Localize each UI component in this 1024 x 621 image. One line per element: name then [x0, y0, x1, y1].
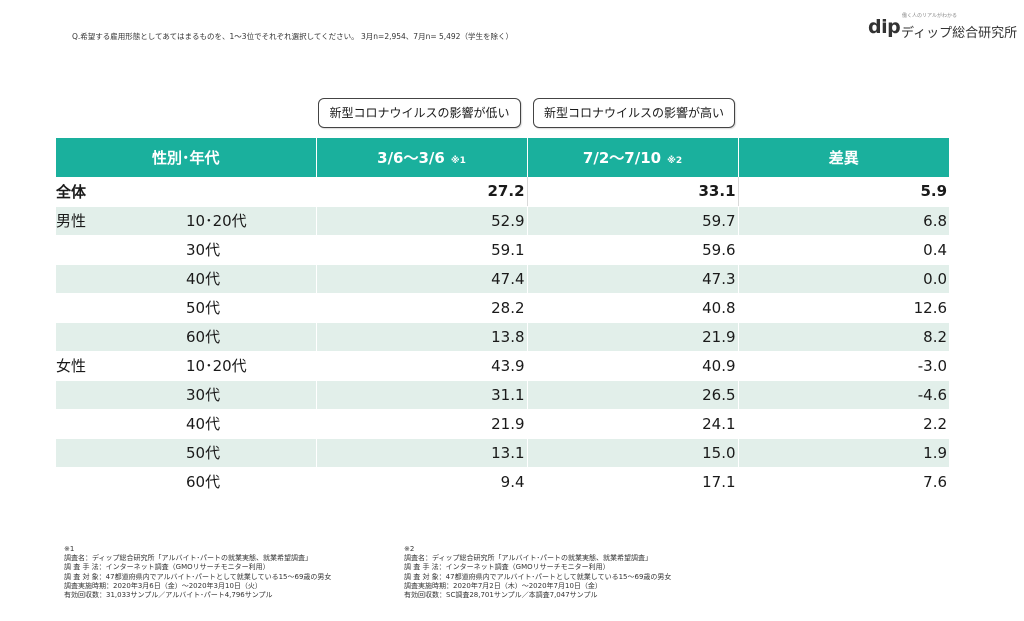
- row-diff-value: 0.4: [738, 235, 950, 265]
- table-row: 40代 47.4 47.3 0.0: [56, 264, 950, 294]
- row-march-value: 43.9: [316, 351, 528, 381]
- row-march-value: 31.1: [316, 380, 528, 410]
- footnote-line: 調 査 対 象：47都道府県内でアルバイト･パートとして就業している15〜69歳…: [404, 572, 672, 581]
- total-july: 33.1: [527, 177, 739, 207]
- table-row: 30代 31.1 26.5 -4.6: [56, 380, 950, 410]
- header-march-label: 3/6〜3/6: [377, 149, 445, 167]
- total-row: 全体 27.2 33.1 5.9: [56, 177, 950, 207]
- table-row: 女性 10･20代 43.9 40.9 -3.0: [56, 351, 950, 381]
- footnote-1: ※1 調査名：ディップ総合研究所「アルバイト･パートの就業実態、就業希望調査」 …: [64, 545, 331, 600]
- logo-tagline: 働く人のリアルがわかる: [902, 13, 957, 19]
- row-march-value: 52.9: [316, 206, 528, 236]
- table-row: 50代 28.2 40.8 12.6: [56, 293, 950, 323]
- header-july-note: ※2: [667, 156, 683, 166]
- row-diff-value: 6.8: [738, 206, 950, 236]
- footnote-line: 有効回収数：31,033サンプル／アルバイト･パート4,796サンプル: [64, 591, 273, 600]
- row-gender: [56, 467, 184, 497]
- table-header-row: 性別･年代 3/6〜3/6 ※1 7/2〜7/10 ※2 差異: [56, 138, 950, 177]
- high-impact-tag: 新型コロナウイルスの影響が高い: [533, 98, 735, 128]
- header-july-label: 7/2〜7/10: [582, 149, 662, 167]
- table-row: 40代 21.9 24.1 2.2: [56, 409, 950, 439]
- footnote-line: 調査実施時期：2020年3月6日（金）〜2020年3月10日（火）: [64, 581, 262, 590]
- table-row: 30代 59.1 59.6 0.4: [56, 235, 950, 265]
- row-age: 60代: [184, 467, 317, 497]
- row-diff-value: -4.6: [738, 380, 950, 410]
- row-age: 10･20代: [184, 206, 317, 236]
- row-diff-value: 12.6: [738, 293, 950, 323]
- total-label: 全体: [56, 177, 317, 207]
- logo-brand: dip: [868, 16, 901, 38]
- row-age: 60代: [184, 322, 317, 352]
- row-july-value: 40.9: [527, 351, 739, 381]
- dip-logo: 働く人のリアルがわかる dip ディップ総合研究所: [868, 9, 1018, 49]
- row-diff-value: 2.2: [738, 409, 950, 439]
- header-july: 7/2〜7/10 ※2: [527, 138, 739, 177]
- row-age: 40代: [184, 264, 317, 294]
- survey-question: Q.希望する雇用形態としてあてはまるものを、1〜3位でそれぞれ選択してください。…: [72, 32, 513, 41]
- row-july-value: 26.5: [527, 380, 739, 410]
- table-row: 男性 10･20代 52.9 59.7 6.8: [56, 206, 950, 236]
- row-march-value: 28.2: [316, 293, 528, 323]
- header-march-note: ※1: [450, 156, 466, 166]
- row-gender: [56, 322, 184, 352]
- header-diff: 差異: [738, 138, 950, 177]
- row-march-value: 9.4: [316, 467, 528, 497]
- table-row: 60代 9.4 17.1 7.6: [56, 467, 950, 497]
- row-march-value: 21.9: [316, 409, 528, 439]
- row-gender: [56, 235, 184, 265]
- footnote-line: 調 査 手 法：インターネット調査（GMOリサーチモニター利用）: [64, 563, 270, 572]
- logo-name: ディップ総合研究所: [901, 26, 1018, 41]
- row-age: 40代: [184, 409, 317, 439]
- row-july-value: 47.3: [527, 264, 739, 294]
- row-age: 50代: [184, 293, 317, 323]
- row-diff-value: -3.0: [738, 351, 950, 381]
- row-diff-value: 1.9: [738, 438, 950, 468]
- row-gender: [56, 293, 184, 323]
- row-july-value: 21.9: [527, 322, 739, 352]
- table-row: 60代 13.8 21.9 8.2: [56, 322, 950, 352]
- footnote-line: 調 査 対 象：47都道府県内でアルバイト･パートとして就業している15〜69歳…: [64, 572, 332, 581]
- total-march: 27.2: [316, 177, 528, 207]
- row-diff-value: 0.0: [738, 264, 950, 294]
- row-age: 50代: [184, 438, 317, 468]
- comparison-table: 性別･年代 3/6〜3/6 ※1 7/2〜7/10 ※2 差異 全体 27.2 33…: [56, 138, 950, 497]
- footnote-line: 調査名：ディップ総合研究所「アルバイト･パートの就業実態、就業希望調査」: [64, 554, 312, 563]
- row-july-value: 40.8: [527, 293, 739, 323]
- row-age: 30代: [184, 380, 317, 410]
- footnote-mark: ※2: [404, 545, 415, 553]
- footnote-mark: ※1: [64, 545, 75, 553]
- row-july-value: 15.0: [527, 438, 739, 468]
- row-gender: [56, 438, 184, 468]
- row-gender: [56, 409, 184, 439]
- row-march-value: 13.8: [316, 322, 528, 352]
- footnote-line: 有効回収数：SC調査28,701サンプル／本調査7,047サンプル: [404, 591, 598, 600]
- footnote-line: 調 査 手 法：インターネット調査（GMOリサーチモニター利用）: [404, 563, 610, 572]
- row-july-value: 17.1: [527, 467, 739, 497]
- row-diff-value: 7.6: [738, 467, 950, 497]
- row-gender: 女性: [56, 351, 184, 381]
- row-diff-value: 8.2: [738, 322, 950, 352]
- footnote-line: 調査名：ディップ総合研究所「アルバイト･パートの就業実態、就業希望調査」: [404, 554, 652, 563]
- total-diff: 5.9: [738, 177, 950, 207]
- footnote-line: 調査実施時期：2020年7月2日（木）〜2020年7月10日（金）: [404, 581, 602, 590]
- row-age: 30代: [184, 235, 317, 265]
- row-march-value: 13.1: [316, 438, 528, 468]
- row-march-value: 47.4: [316, 264, 528, 294]
- footnote-2: ※2 調査名：ディップ総合研究所「アルバイト･パートの就業実態、就業希望調査」 …: [404, 545, 671, 600]
- row-gender: [56, 264, 184, 294]
- row-july-value: 24.1: [527, 409, 739, 439]
- row-july-value: 59.6: [527, 235, 739, 265]
- low-impact-tag: 新型コロナウイルスの影響が低い: [318, 98, 521, 128]
- row-gender: [56, 380, 184, 410]
- row-july-value: 59.7: [527, 206, 739, 236]
- header-segment: 性別･年代: [56, 138, 317, 177]
- row-age: 10･20代: [184, 351, 317, 381]
- table-row: 50代 13.1 15.0 1.9: [56, 438, 950, 468]
- header-march: 3/6〜3/6 ※1: [316, 138, 528, 177]
- row-march-value: 59.1: [316, 235, 528, 265]
- row-gender: 男性: [56, 206, 184, 236]
